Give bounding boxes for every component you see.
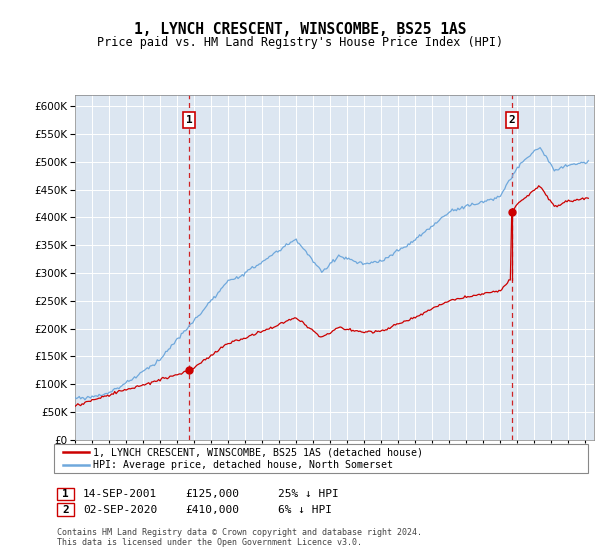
Text: 6% ↓ HPI: 6% ↓ HPI: [278, 505, 332, 515]
Text: 1: 1: [186, 115, 193, 125]
Text: 14-SEP-2001: 14-SEP-2001: [83, 489, 157, 499]
Text: 25% ↓ HPI: 25% ↓ HPI: [278, 489, 338, 499]
Text: 2: 2: [62, 505, 69, 515]
Text: 1, LYNCH CRESCENT, WINSCOMBE, BS25 1AS: 1, LYNCH CRESCENT, WINSCOMBE, BS25 1AS: [134, 22, 466, 38]
Text: £410,000: £410,000: [185, 505, 239, 515]
Text: 02-SEP-2020: 02-SEP-2020: [83, 505, 157, 515]
Text: HPI: Average price, detached house, North Somerset: HPI: Average price, detached house, Nort…: [93, 460, 393, 470]
Text: 2: 2: [508, 115, 515, 125]
Text: 1: 1: [62, 489, 69, 499]
Text: Price paid vs. HM Land Registry's House Price Index (HPI): Price paid vs. HM Land Registry's House …: [97, 36, 503, 49]
Text: 1, LYNCH CRESCENT, WINSCOMBE, BS25 1AS (detached house): 1, LYNCH CRESCENT, WINSCOMBE, BS25 1AS (…: [93, 447, 423, 457]
Text: Contains HM Land Registry data © Crown copyright and database right 2024.
This d: Contains HM Land Registry data © Crown c…: [57, 528, 422, 547]
Text: £125,000: £125,000: [185, 489, 239, 499]
